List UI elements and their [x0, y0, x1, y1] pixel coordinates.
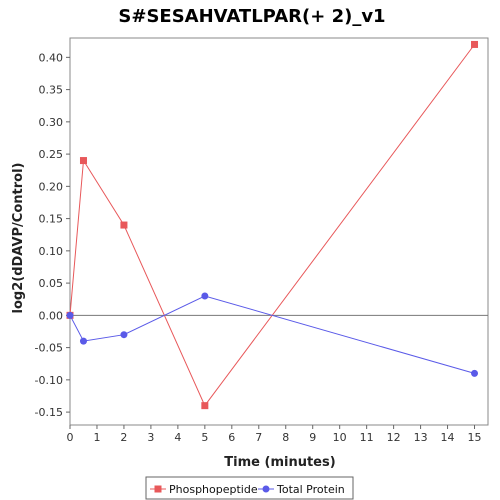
x-tick-label: 10 [333, 431, 347, 444]
legend-square-marker [154, 485, 162, 493]
legend-label: Phosphopeptide [169, 483, 258, 496]
x-axis-label: Time (minutes) [224, 455, 335, 470]
legend-circle-marker [262, 485, 270, 493]
x-tick-label: 3 [147, 431, 154, 444]
y-tick-label: -0.10 [35, 374, 63, 387]
y-tick-label: -0.05 [35, 342, 63, 355]
y-tick-label: 0.05 [39, 277, 64, 290]
x-axis: 0 1 2 3 4 5 6 7 8 9 10 11 12 13 14 15 [67, 425, 482, 444]
plot-area [69, 37, 489, 426]
x-tick-label: 14 [441, 431, 455, 444]
series-total-protein [66, 292, 479, 377]
y-tick-label: 0.40 [39, 51, 64, 64]
y-tick-label: 0.10 [39, 245, 64, 258]
x-tick-label: 15 [468, 431, 482, 444]
series-group [66, 40, 479, 410]
x-tick-label: 5 [201, 431, 208, 444]
data-point-circle [471, 369, 479, 377]
data-point-square [120, 221, 128, 229]
y-tick-label: -0.15 [35, 406, 63, 419]
legend: Phosphopeptide Total Protein [145, 476, 354, 500]
x-tick-label: 12 [387, 431, 401, 444]
data-point-square [201, 402, 209, 410]
x-tick-label: 1 [93, 431, 100, 444]
data-point-square [471, 40, 479, 48]
data-point-circle [66, 311, 74, 319]
y-tick-label: 0.30 [39, 116, 64, 129]
legend-label: Total Protein [276, 483, 345, 496]
x-tick-label: 11 [360, 431, 374, 444]
y-tick-label: 0.25 [39, 148, 64, 161]
y-tick-label: 0.20 [39, 180, 64, 193]
x-tick-label: 7 [255, 431, 262, 444]
x-tick-label: 6 [228, 431, 235, 444]
x-tick-label: 8 [282, 431, 289, 444]
y-axis-label: log2(dDAVP/Control) [11, 163, 26, 314]
y-tick-label: 0.00 [39, 309, 64, 322]
y-axis: -0.15 -0.10 -0.05 0.00 0.05 0.10 0.15 0.20 0.25 0… [35, 51, 70, 419]
legend-box [145, 476, 354, 500]
x-tick-label: 4 [174, 431, 181, 444]
data-point-circle [79, 337, 87, 345]
data-point-square [79, 157, 87, 165]
y-tick-label: 0.15 [39, 213, 64, 226]
data-point-circle [201, 292, 209, 300]
y-tick-label: 0.35 [39, 84, 64, 97]
x-tick-label: 2 [120, 431, 127, 444]
x-tick-label: 0 [67, 431, 74, 444]
x-tick-label: 9 [309, 431, 316, 444]
x-tick-label: 13 [414, 431, 428, 444]
chart-title: S#SESAHVATLPAR(+ 2)_v1 [118, 6, 385, 27]
data-point-circle [120, 331, 128, 339]
